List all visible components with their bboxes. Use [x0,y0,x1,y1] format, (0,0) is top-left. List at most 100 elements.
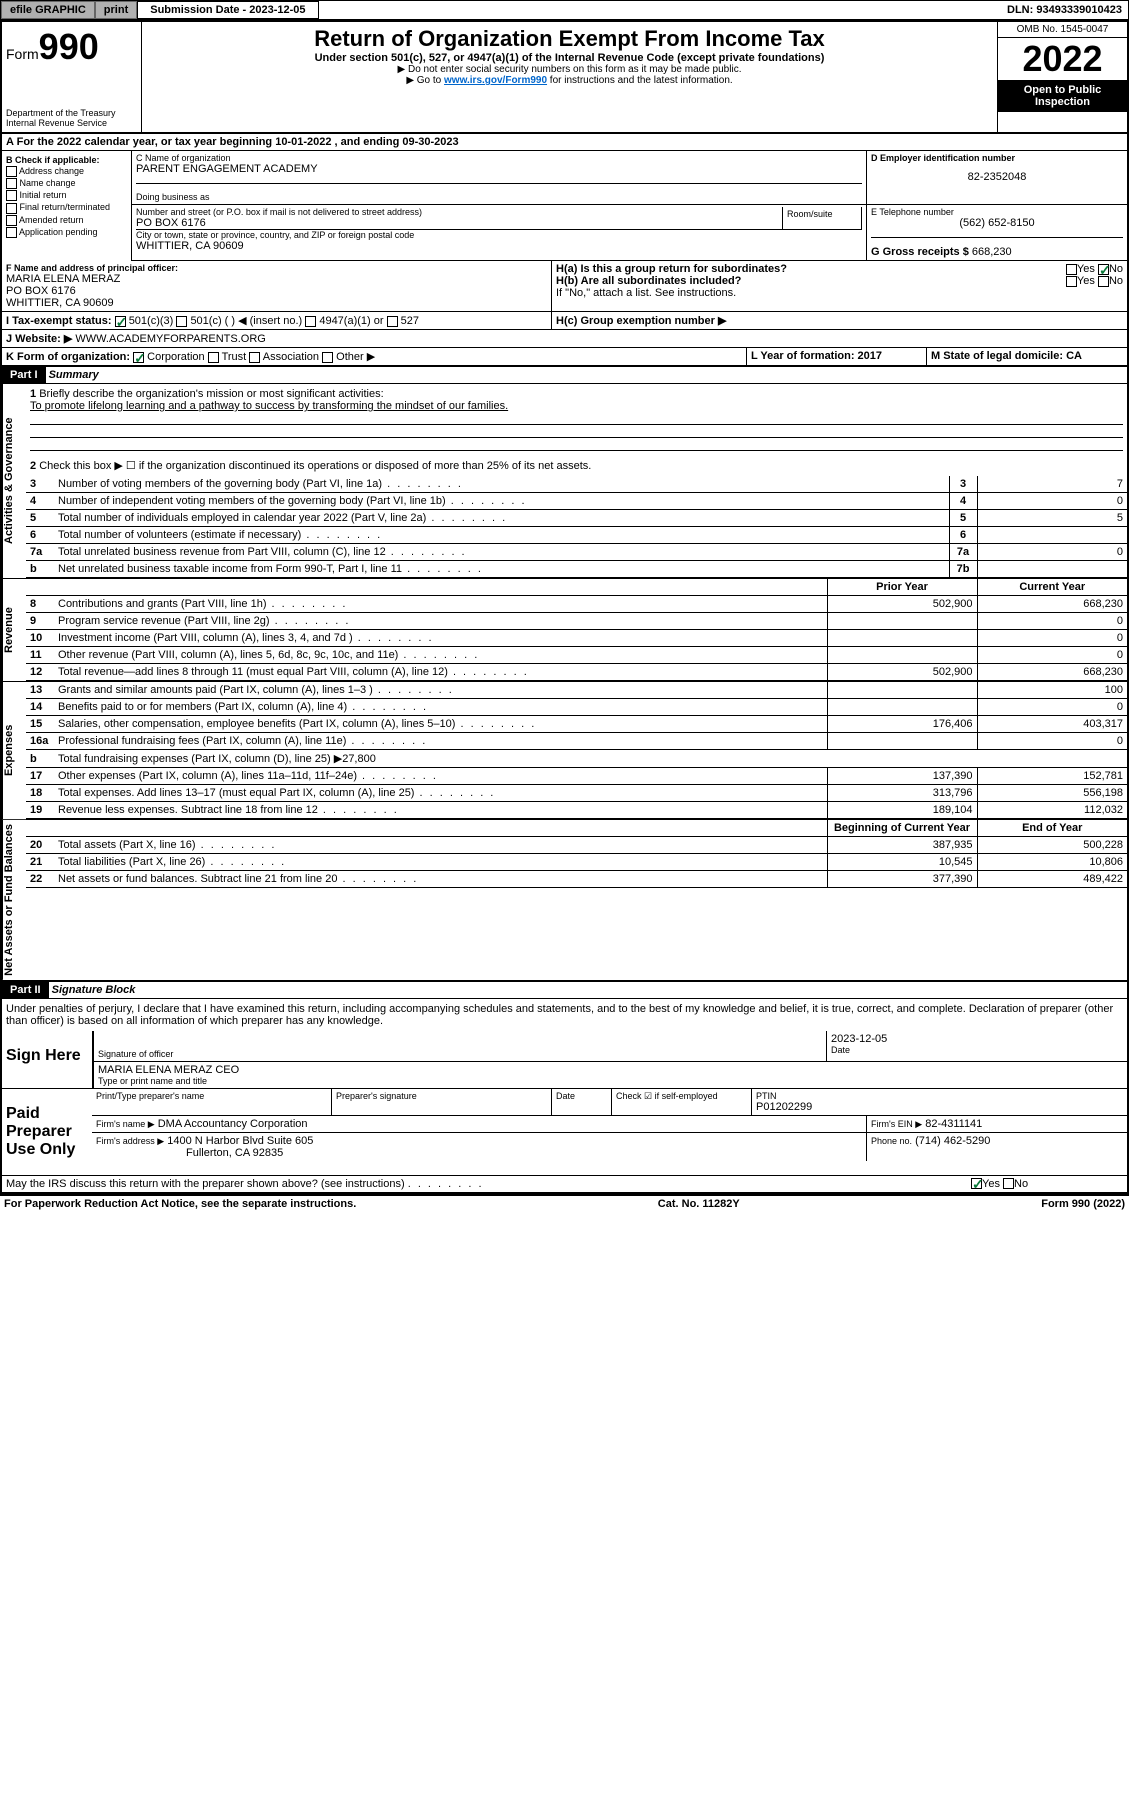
row-prior: 176,406 [827,716,977,733]
form-note1: ▶ Do not enter social security numbers o… [150,64,989,75]
row-current: 0 [977,699,1127,716]
b-check-0[interactable] [6,166,17,177]
m-label: M State of legal domicile: CA [931,350,1082,362]
q1-label: Briefly describe the organization's miss… [39,388,383,400]
firm-ein: 82-4311141 [925,1118,982,1130]
k-other-check[interactable] [322,352,333,363]
form-prefix: Form [6,46,39,62]
row-text: Total unrelated business revenue from Pa… [54,544,949,561]
row-current: 0 [977,647,1127,664]
firm-phone-label: Phone no. [871,1136,912,1146]
col-hdr-prior: Prior Year [827,579,977,596]
row-text: Program service revenue (Part VIII, line… [54,613,827,630]
tax-year: 2022 [998,38,1127,80]
prep-date-label: Date [556,1091,607,1101]
b-check-3[interactable] [6,203,17,214]
row-num: 10 [26,630,54,647]
footer-right: Form 990 (2022) [1041,1198,1125,1210]
b-check-2[interactable] [6,190,17,201]
row-num [26,820,54,837]
row-num: b [26,561,54,578]
sig-date: 2023-12-05 [831,1033,1123,1045]
note2-pre: ▶ Go to [406,75,444,86]
i-501c3-check[interactable] [115,316,126,327]
row-num: 5 [26,510,54,527]
row-current: 0 [977,630,1127,647]
row-box: 4 [949,493,977,510]
hb-yes-check[interactable] [1066,276,1077,287]
k-assoc-check[interactable] [249,352,260,363]
row-prior [827,699,977,716]
row-num: 14 [26,699,54,716]
efile-button[interactable]: efile GRAPHIC [1,1,95,19]
k-corp-check[interactable] [133,352,144,363]
ha-label: H(a) Is this a group return for subordin… [556,263,787,275]
room-label: Room/suite [782,207,862,229]
row-num: 18 [26,785,54,802]
row-current: 403,317 [977,716,1127,733]
row-text: Net unrelated business taxable income fr… [54,561,949,578]
row-text: Salaries, other compensation, employee b… [54,716,827,733]
hb-no-check[interactable] [1098,276,1109,287]
row-text: Total revenue—add lines 8 through 11 (mu… [54,664,827,681]
row-box: 7b [949,561,977,578]
row-prior [827,613,977,630]
row-current: 0 [977,613,1127,630]
row-text: Total expenses. Add lines 13–17 (must eq… [54,785,827,802]
b-check-5[interactable] [6,227,17,238]
form-link[interactable]: www.irs.gov/Form990 [444,75,547,86]
print-button[interactable]: print [95,1,137,19]
row-text: Contributions and grants (Part VIII, lin… [54,596,827,613]
c-name-label: C Name of organization [136,153,862,163]
discuss-no-check[interactable] [1003,1178,1014,1189]
k-label: K Form of organization: [6,351,130,363]
ha-yes-check[interactable] [1066,264,1077,275]
row-text: Total number of volunteers (estimate if … [54,527,949,544]
row-prior [827,630,977,647]
part2-title: Signature Block [52,984,136,996]
row-val [977,527,1127,544]
row-prior [827,647,977,664]
row-prior: 502,900 [827,664,977,681]
addr-value: PO BOX 6176 [136,217,782,229]
row-text: Revenue less expenses. Subtract line 18 … [54,802,827,819]
firm-addr-label: Firm's address ▶ [96,1136,164,1146]
ptin-label: PTIN [756,1091,1123,1101]
g-value: 668,230 [972,246,1012,258]
row-num: 9 [26,613,54,630]
b-check-4[interactable] [6,215,17,226]
col-hdr-current: Current Year [977,579,1127,596]
prep-sig-label: Preparer's signature [336,1091,547,1101]
col-hdr-current: End of Year [977,820,1127,837]
j-label: J Website: ▶ [6,333,72,345]
row-num: 4 [26,493,54,510]
i-4947-check[interactable] [305,316,316,327]
ha-no-check[interactable] [1098,264,1109,275]
irs-label: Internal Revenue Service [6,118,137,128]
ptin-value: P01202299 [756,1101,1123,1113]
g-label: G Gross receipts $ [871,246,969,258]
l-label: L Year of formation: 2017 [751,350,882,362]
q2-text: Check this box ▶ ☐ if the organization d… [39,460,591,472]
firm-phone: (714) 462-5290 [915,1135,990,1147]
row-num: 21 [26,854,54,871]
row-num [26,579,54,596]
row-text: Grants and similar amounts paid (Part IX… [54,682,827,699]
hb-label: H(b) Are all subordinates included? [556,275,741,287]
b-check-1[interactable] [6,178,17,189]
i-527-check[interactable] [387,316,398,327]
row-text: Total assets (Part X, line 16) [54,837,827,854]
side-revenue: Revenue [2,579,26,681]
discuss-yes-check[interactable] [971,1178,982,1189]
row-current: 556,198 [977,785,1127,802]
k-trust-check[interactable] [208,352,219,363]
row-text: Benefits paid to or for members (Part IX… [54,699,827,716]
date-label: Date [831,1045,1123,1055]
row-val: 7 [977,476,1127,493]
part1-title: Summary [49,369,99,381]
row-current: 10,806 [977,854,1127,871]
side-netassets: Net Assets or Fund Balances [2,820,26,980]
part2-tag: Part II [2,982,49,998]
row-text: Net assets or fund balances. Subtract li… [54,871,827,888]
i-501c-check[interactable] [176,316,187,327]
